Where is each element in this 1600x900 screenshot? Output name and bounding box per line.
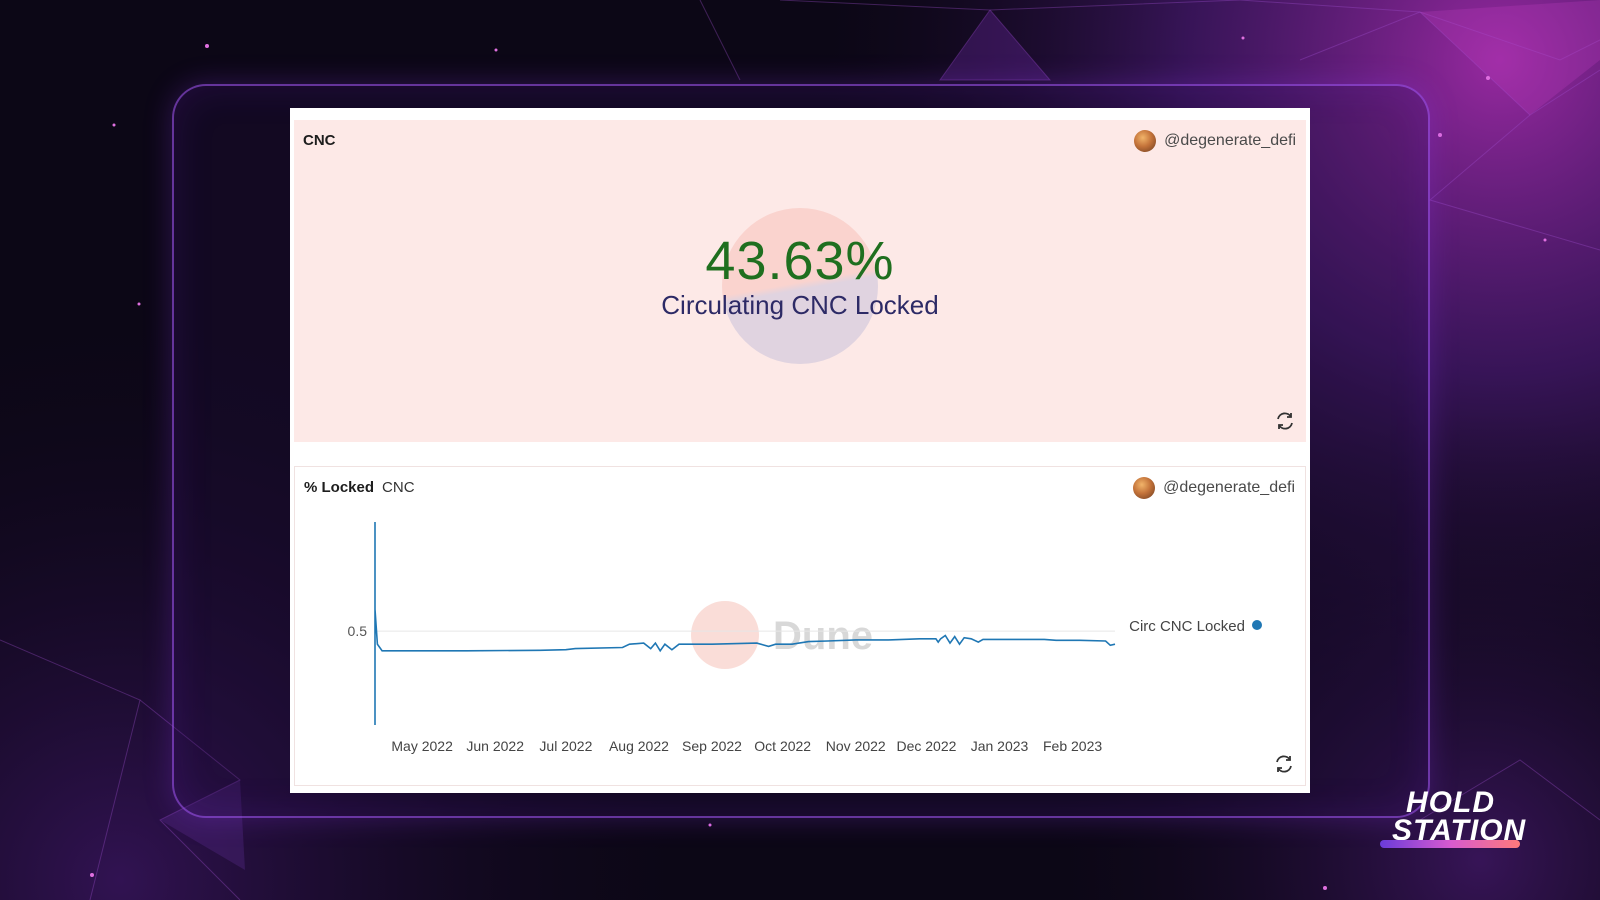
series-line bbox=[374, 522, 1116, 725]
chart-subtitle: CNC bbox=[382, 479, 415, 496]
x-tick-label: Jul 2022 bbox=[539, 738, 592, 754]
counter: 43.63% Circulating CNC Locked bbox=[294, 232, 1306, 320]
counter-card-title: CNC bbox=[303, 132, 336, 149]
author-name[interactable]: @degenerate_defi bbox=[1163, 479, 1295, 496]
chart-title: % Locked bbox=[304, 479, 375, 496]
x-tick-label: Feb 2023 bbox=[1043, 738, 1102, 754]
x-tick-label: Oct 2022 bbox=[754, 738, 811, 754]
legend-label: Circ CNC Locked bbox=[1129, 618, 1245, 635]
holdstation-logo: HOLD STATION bbox=[1380, 784, 1530, 854]
y-tick-label: 0.5 bbox=[348, 623, 368, 639]
dune-watermark-logo bbox=[722, 208, 878, 364]
dune-watermark-text: Dune bbox=[773, 614, 873, 658]
legend-marker bbox=[1252, 620, 1262, 630]
x-tick-label: Dec 2022 bbox=[896, 738, 956, 754]
counter-card-author[interactable]: @degenerate_defi bbox=[1134, 130, 1296, 152]
dune-watermark-logo bbox=[691, 601, 759, 669]
x-tick-label: Jun 2022 bbox=[466, 738, 524, 754]
chart-card: Dune 0.5 May 2022 Jun 2022 Jul 2022 Aug 2022 S… bbox=[294, 466, 1306, 786]
dune-watermark: Dune bbox=[691, 601, 873, 669]
refresh-icon[interactable] bbox=[1273, 753, 1295, 775]
author-name[interactable]: @degenerate_defi bbox=[1164, 132, 1296, 149]
chart-card-author[interactable]: @degenerate_defi bbox=[1133, 477, 1295, 499]
logo-swoosh bbox=[1380, 840, 1520, 848]
counter-label: Circulating CNC Locked bbox=[661, 290, 939, 320]
x-tick-label: Aug 2022 bbox=[609, 738, 669, 754]
refresh-icon[interactable] bbox=[1274, 410, 1296, 432]
x-tick-label: May 2022 bbox=[391, 738, 453, 754]
avatar bbox=[1133, 477, 1156, 499]
counter-value: 43.63% bbox=[705, 231, 895, 291]
dashboard-panel: CNC @degenerate_defi 43.63% Circulating … bbox=[290, 108, 1310, 793]
avatar bbox=[1134, 130, 1157, 152]
x-tick-label: Jan 2023 bbox=[971, 738, 1029, 754]
x-tick-label: Sep 2022 bbox=[682, 738, 742, 754]
counter-card: CNC @degenerate_defi 43.63% Circulating … bbox=[294, 120, 1306, 442]
line-chart: Dune 0.5 May 2022 Jun 2022 Jul 2022 Aug 2022 S… bbox=[348, 522, 1262, 754]
chart-card-title: % Locked CNC bbox=[304, 479, 415, 496]
logo-line-1: HOLD bbox=[1406, 786, 1495, 819]
x-tick-label: Nov 2022 bbox=[826, 738, 886, 754]
